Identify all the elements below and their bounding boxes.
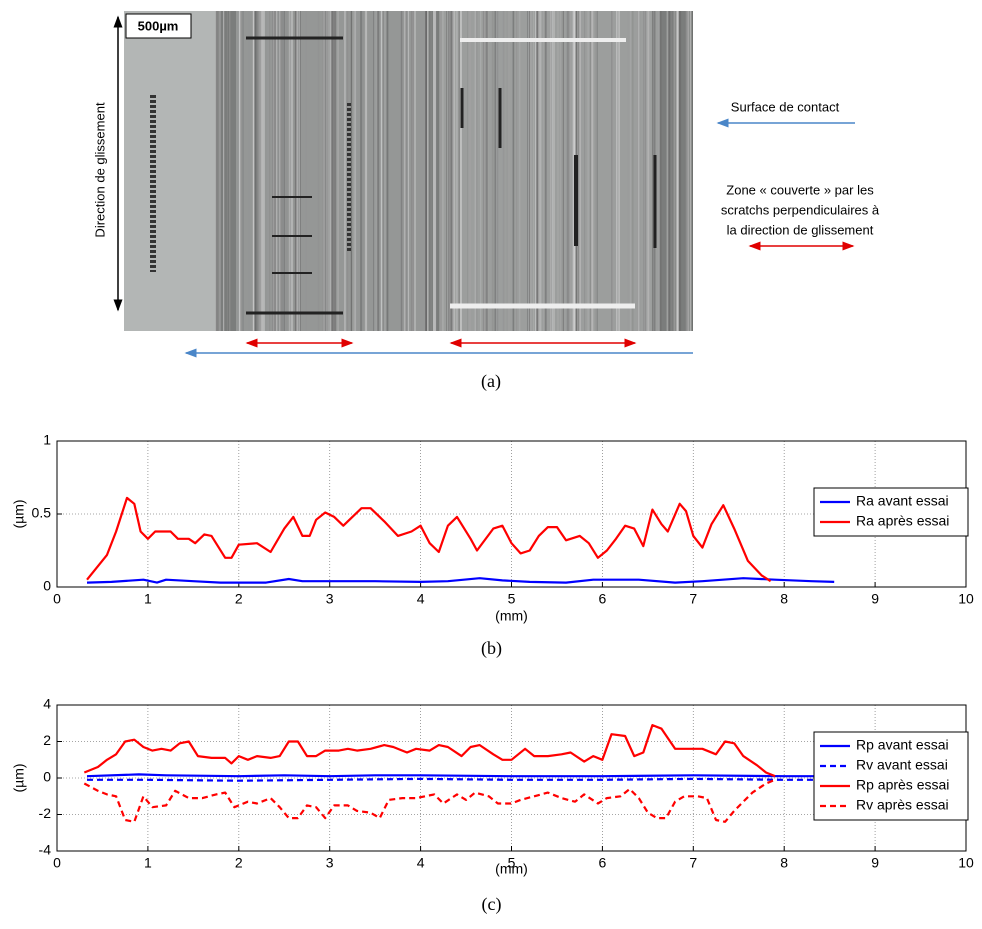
- legend-zone: scratchs perpendiculaires à: [721, 202, 880, 217]
- x-tick-label: 4: [417, 591, 425, 607]
- x-tick-label: 0: [53, 591, 61, 607]
- legend-zone: Zone « couverte » par les: [726, 182, 874, 197]
- legend-contact: Surface de contact: [731, 99, 840, 114]
- legend-box: [813, 487, 969, 537]
- x-tick-label: 0: [53, 855, 61, 871]
- x-tick-label: 2: [235, 855, 243, 871]
- x-tick-label: 3: [326, 855, 334, 871]
- y-tick-label: 2: [43, 732, 51, 748]
- scale-bar: 500µm: [138, 18, 179, 33]
- x-tick-label: 6: [599, 591, 607, 607]
- x-tick-label: 5: [508, 591, 516, 607]
- x-tick-label: 1: [144, 591, 152, 607]
- legend-zone: la direction de glissement: [727, 222, 874, 237]
- x-tick-label: 10: [958, 591, 974, 607]
- x-tick-label: 3: [326, 591, 334, 607]
- legend-label: Rv après essai: [856, 797, 949, 813]
- y-tick-label: 0: [43, 769, 51, 785]
- caption: (b): [481, 638, 502, 659]
- y-tick-label: 4: [43, 696, 51, 712]
- x-tick-label: 7: [689, 591, 697, 607]
- legend-label: Ra avant essai: [856, 493, 949, 509]
- series-line: [86, 773, 839, 778]
- caption: (a): [481, 371, 501, 392]
- x-tick-label: 7: [689, 855, 697, 871]
- caption: (c): [482, 894, 502, 915]
- x-tick-label: 8: [780, 855, 788, 871]
- legend-label: Rp avant essai: [856, 737, 949, 753]
- x-axis-label: (mm): [495, 861, 528, 877]
- micrograph: [124, 11, 693, 331]
- series-line: [83, 778, 776, 823]
- x-axis-label: (mm): [495, 608, 528, 624]
- legend-label: Rp après essai: [856, 777, 949, 793]
- y-tick-label: 1: [43, 432, 51, 448]
- y-tick-label: 0.5: [32, 505, 52, 521]
- y-axis-label: (µm): [11, 763, 27, 792]
- x-tick-label: 8: [780, 591, 788, 607]
- y-axis-label: (µm): [11, 499, 27, 528]
- y-tick-label: 0: [43, 578, 51, 594]
- x-tick-label: 1: [144, 855, 152, 871]
- y-tick-label: -4: [39, 842, 52, 858]
- legend-label: Ra après essai: [856, 513, 949, 529]
- x-tick-label: 2: [235, 591, 243, 607]
- x-tick-label: 10: [958, 855, 974, 871]
- series-line: [87, 777, 839, 782]
- series-line: [86, 496, 772, 583]
- x-tick-label: 4: [417, 855, 425, 871]
- legend-label: Rv avant essai: [856, 757, 948, 773]
- y-tick-label: -2: [39, 805, 52, 821]
- x-tick-label: 9: [871, 855, 879, 871]
- direction-label: Direction de glissement: [92, 102, 107, 238]
- series-line: [86, 577, 835, 584]
- x-tick-label: 6: [599, 855, 607, 871]
- x-tick-label: 5: [508, 855, 516, 871]
- x-tick-label: 9: [871, 591, 879, 607]
- series-line: [83, 724, 776, 778]
